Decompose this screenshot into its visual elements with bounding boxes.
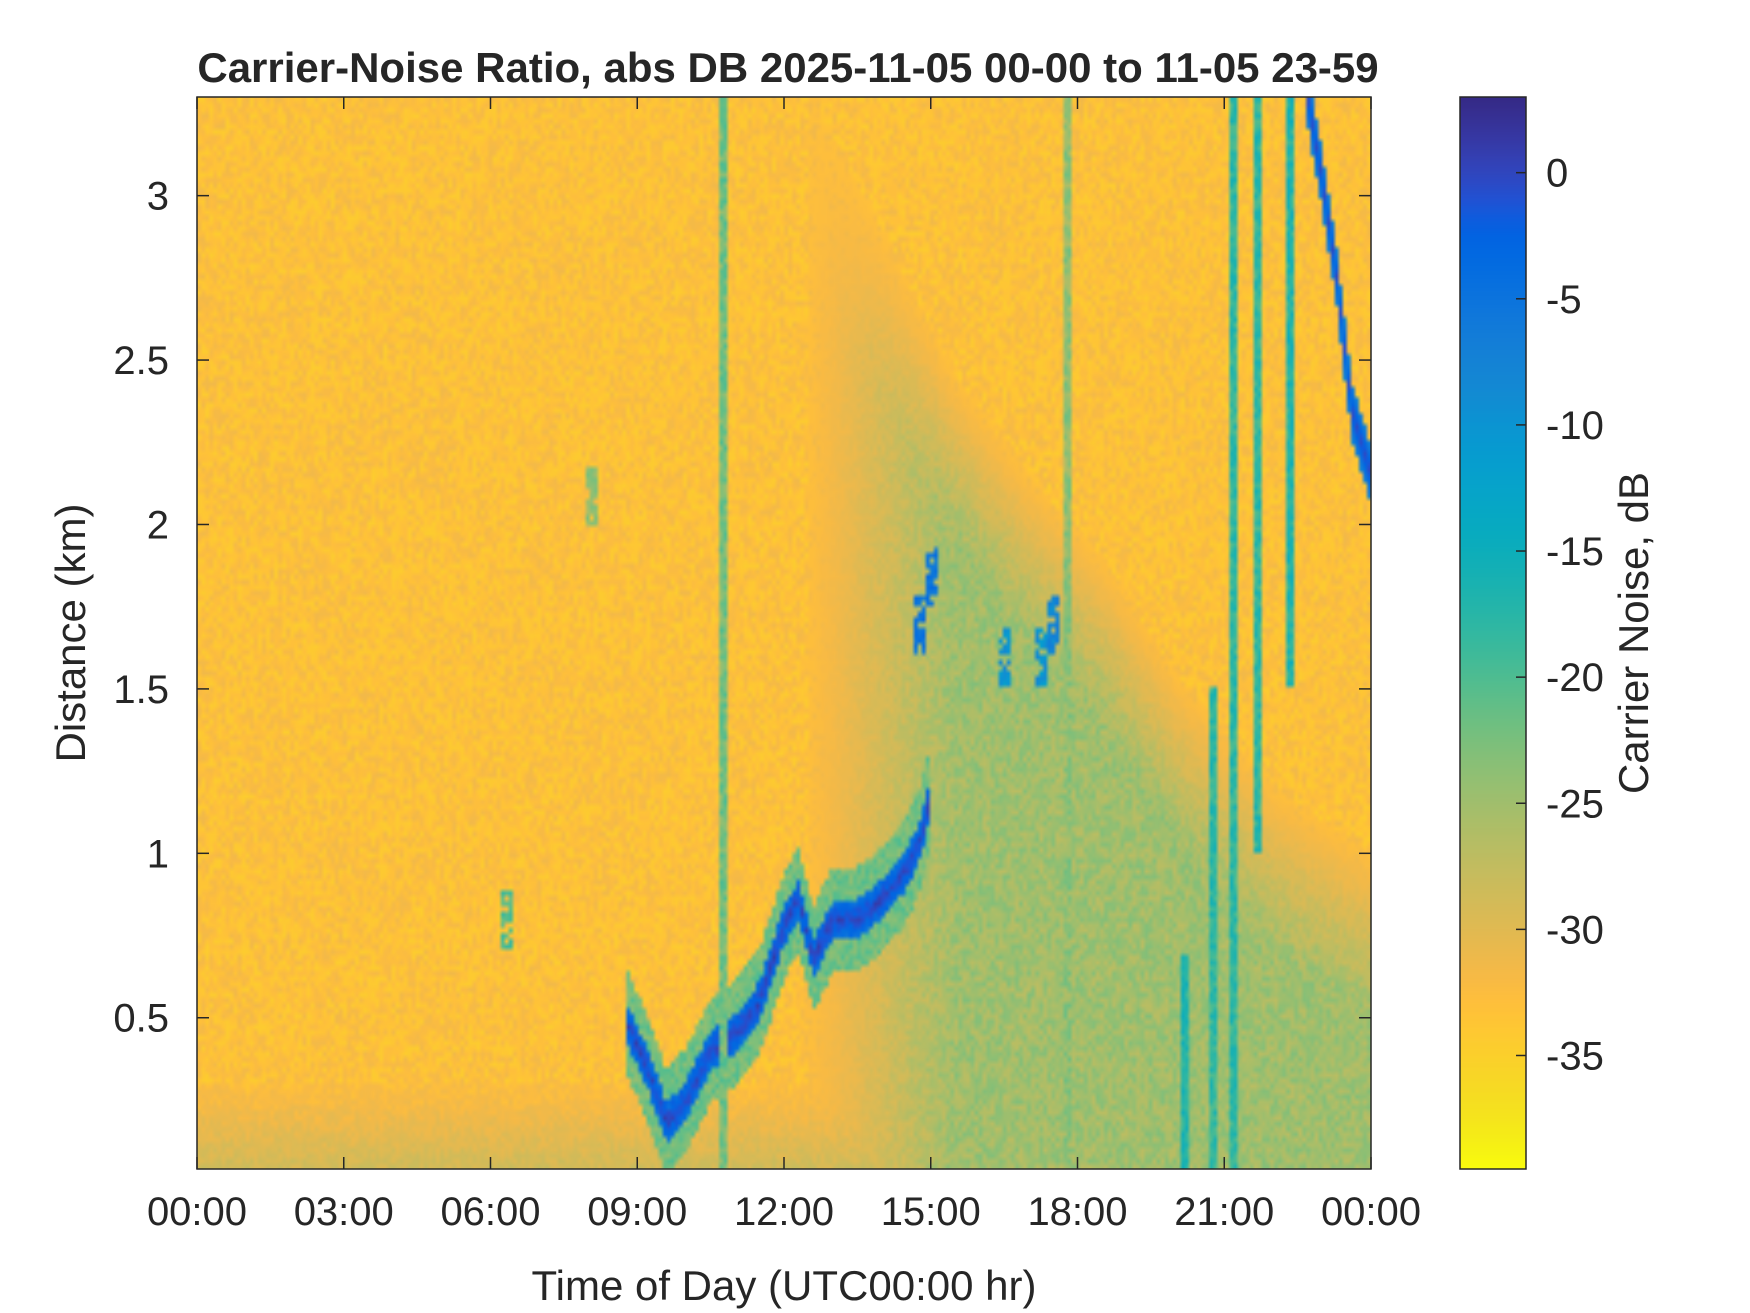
heatmap-image (197, 97, 1371, 1169)
x-axis-label: Time of Day (UTC00:00 hr) (532, 1262, 1037, 1309)
colorbar-tick-label: -15 (1546, 530, 1604, 574)
x-tick-label: 09:00 (587, 1190, 687, 1234)
y-tick-label: 1.5 (113, 668, 169, 712)
colorbar-tick-label: -25 (1546, 782, 1604, 826)
x-tick-label: 12:00 (734, 1190, 834, 1234)
y-tick-label: 1 (147, 832, 169, 876)
colorbar-tick-label: -10 (1546, 404, 1604, 448)
y-tick-label: 0.5 (113, 997, 169, 1041)
x-tick-label: 15:00 (881, 1190, 981, 1234)
colorbar-tick-label: -20 (1546, 656, 1604, 700)
x-tick-label: 00:00 (147, 1190, 247, 1234)
x-tick-label: 03:00 (294, 1190, 394, 1234)
colorbar-ticks: 0 -5 -10 -15 -20 -25 -30 -35 (1516, 152, 1604, 1078)
colorbar-tick-label: -30 (1546, 908, 1604, 952)
y-axis-ticks: 0.5 1 1.5 2 2.5 3 (113, 175, 1371, 1041)
x-tick-label: 00:00 (1321, 1190, 1421, 1234)
x-tick-label: 18:00 (1027, 1190, 1127, 1234)
chart-title: Carrier-Noise Ratio, abs DB 2025-11-05 0… (197, 44, 1378, 91)
x-tick-label: 21:00 (1174, 1190, 1274, 1234)
colorbar: 0 -5 -10 -15 -20 -25 -30 -35 (1459, 96, 1604, 1170)
y-tick-label: 2.5 (113, 339, 169, 383)
colorbar-border (1459, 96, 1527, 1170)
colorbar-gradient (1460, 97, 1526, 1169)
plot-area: 00:00 03:00 06:00 09:00 12:00 15:00 18:00 21:00… (113, 96, 1421, 1234)
x-axis-ticks: 00:00 03:00 06:00 09:00 12:00 15:00 18:00 21:00… (147, 97, 1421, 1234)
colorbar-tick-label: -5 (1546, 278, 1582, 322)
x-tick-label: 06:00 (440, 1190, 540, 1234)
y-axis-label: Distance (km) (47, 503, 94, 762)
colorbar-tick-label: -35 (1546, 1034, 1604, 1078)
colorbar-label: Carrier Noise, dB (1610, 472, 1657, 794)
y-tick-label: 3 (147, 175, 169, 219)
colorbar-tick-label: 0 (1546, 152, 1568, 196)
y-tick-label: 2 (147, 503, 169, 547)
